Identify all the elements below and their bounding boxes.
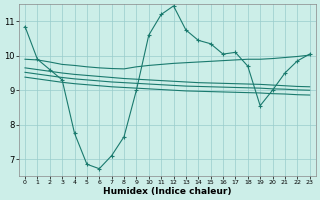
X-axis label: Humidex (Indice chaleur): Humidex (Indice chaleur)	[103, 187, 232, 196]
